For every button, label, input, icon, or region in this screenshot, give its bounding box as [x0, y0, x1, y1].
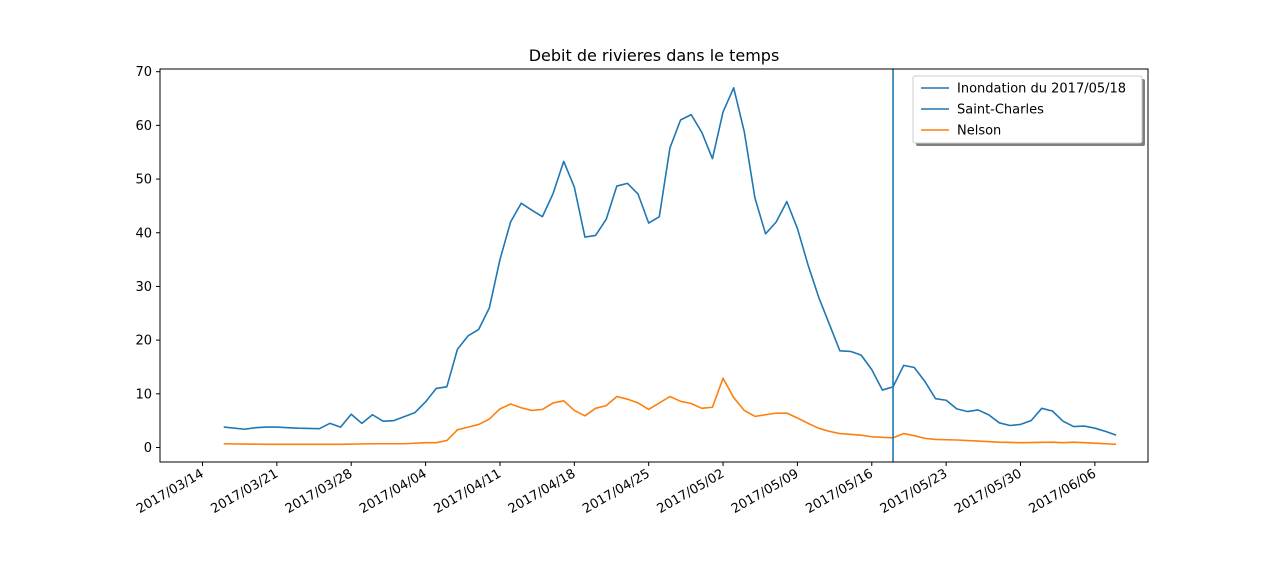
x-tick-label: 2017/03/14 — [134, 466, 206, 516]
y-tick-label: 40 — [135, 226, 152, 241]
y-axis: 0 10 20 30 40 50 60 70 — [135, 65, 160, 456]
x-tick-label: 2017/06/06 — [1026, 466, 1098, 516]
x-tick-label: 2017/03/21 — [208, 466, 280, 516]
x-tick-label: 2017/05/09 — [729, 466, 801, 516]
x-tick-label: 2017/05/16 — [803, 466, 875, 516]
x-tick-label: 2017/04/11 — [432, 466, 504, 516]
x-tick-label: 2017/04/25 — [580, 466, 652, 516]
x-tick-label: 2017/05/02 — [655, 466, 727, 516]
series-line-nelson — [223, 377, 1117, 446]
y-tick-label: 0 — [144, 441, 152, 456]
plot-frame — [159, 68, 1149, 463]
y-tick-label: 60 — [135, 119, 152, 134]
y-tick-label: 50 — [135, 173, 152, 188]
y-tick-label: 10 — [135, 387, 152, 402]
chart-title: Debit de rivieres dans le temps — [529, 46, 780, 65]
y-tick-label: 30 — [135, 280, 152, 295]
plot-area — [223, 69, 1117, 462]
legend-box — [912, 75, 1143, 144]
legend-label: Saint-Charles — [957, 103, 1044, 118]
legend: Inondation du 2017/05/18 Saint-Charles Nel… — [912, 75, 1145, 146]
legend-label: Nelson — [957, 124, 1001, 139]
y-tick-label: 70 — [135, 65, 152, 80]
x-axis: 2017/03/14 2017/03/21 2017/03/28 2017/04/04… — [134, 462, 1099, 517]
x-tick-label: 2017/03/28 — [283, 466, 355, 516]
x-tick-label: 2017/05/23 — [878, 466, 950, 516]
series-line-saint-charles — [223, 86, 1117, 436]
x-tick-label: 2017/04/18 — [506, 466, 578, 516]
x-tick-label: 2017/05/30 — [952, 466, 1024, 516]
x-tick-label: 2017/04/04 — [357, 466, 429, 516]
legend-label: Inondation du 2017/05/18 — [957, 82, 1126, 97]
y-tick-label: 20 — [135, 334, 152, 349]
